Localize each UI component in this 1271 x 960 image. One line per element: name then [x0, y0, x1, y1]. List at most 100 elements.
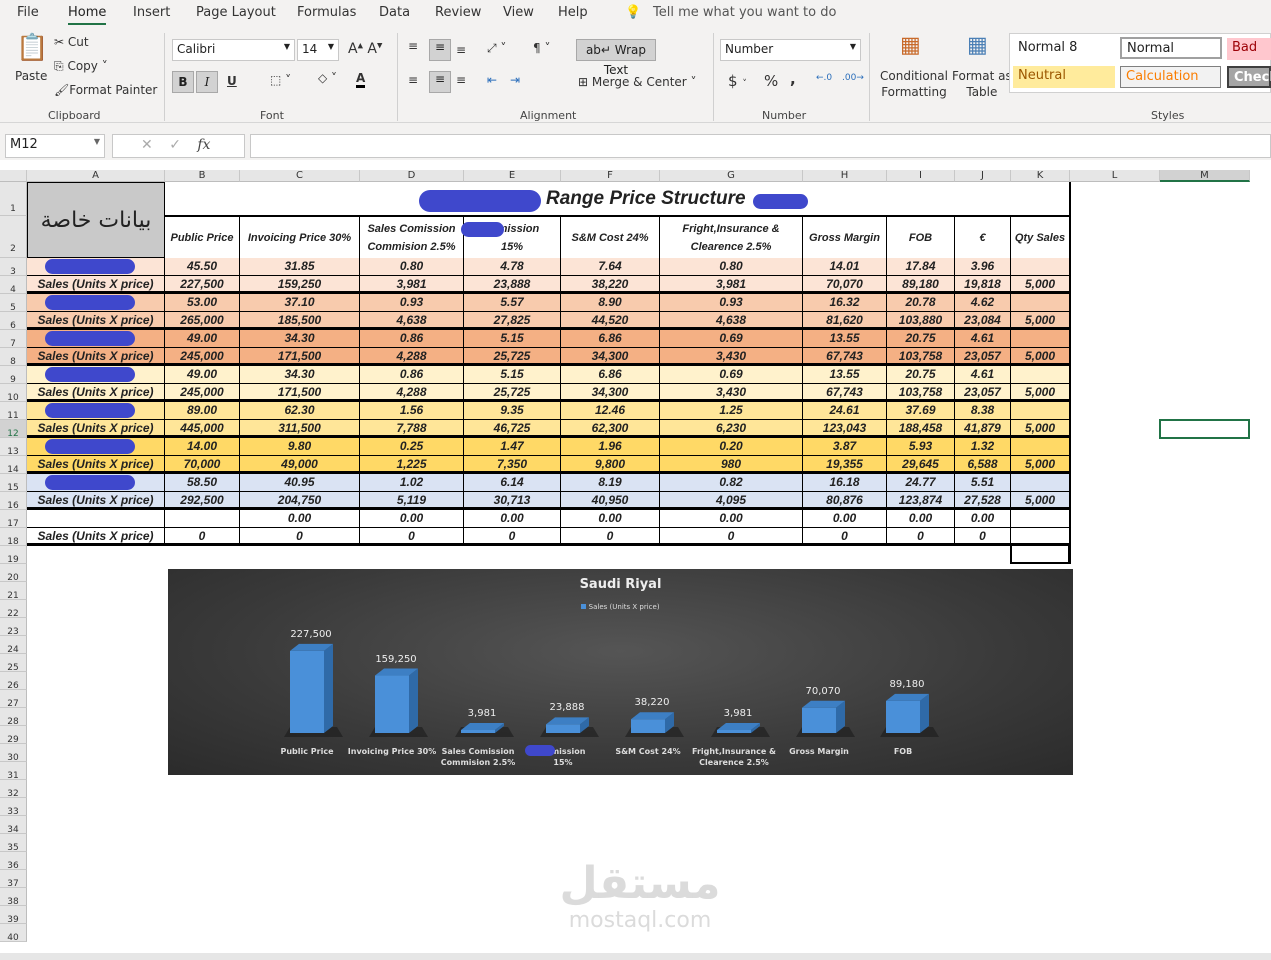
text-direction-icon[interactable]: ¶ ˅ — [533, 41, 551, 55]
table-cell[interactable]: 27,825 — [464, 312, 561, 330]
table-cell[interactable]: 9.80 — [240, 438, 360, 456]
row-header-9[interactable]: 9 — [0, 366, 27, 385]
table-cell[interactable] — [1011, 258, 1070, 276]
table-cell[interactable]: 0.80 — [660, 258, 803, 276]
table-cell[interactable]: 0.82 — [660, 474, 803, 492]
table-cell[interactable]: 40.95 — [240, 474, 360, 492]
bar-7[interactable] — [880, 693, 939, 737]
table-cell[interactable]: 265,000 — [165, 312, 240, 330]
table-cell[interactable]: 0 — [561, 528, 660, 546]
selected-cell-m12[interactable] — [1159, 419, 1250, 439]
row-header-29[interactable]: 29 — [0, 726, 27, 745]
row-label[interactable]: Sales (Units X price) — [27, 456, 165, 474]
horizontal-scrollbar[interactable] — [0, 953, 1271, 960]
table-cell[interactable]: 62,300 — [561, 420, 660, 438]
table-cell[interactable]: 1.96 — [561, 438, 660, 456]
table-cell[interactable]: 0.00 — [887, 510, 955, 528]
table-cell[interactable]: 34,300 — [561, 384, 660, 402]
table-cell[interactable]: 20.75 — [887, 330, 955, 348]
select-all-corner[interactable] — [0, 170, 27, 182]
table-cell[interactable]: 38,220 — [561, 276, 660, 294]
product-name-redacted[interactable] — [27, 474, 165, 492]
underline-button[interactable]: U — [227, 74, 237, 88]
align-center-icon[interactable]: ≡ — [429, 71, 451, 93]
cell-k19[interactable] — [1010, 546, 1070, 564]
row-label[interactable]: Sales (Units X price) — [27, 312, 165, 330]
row-header-27[interactable]: 27 — [0, 690, 27, 709]
table-cell[interactable]: 31.85 — [240, 258, 360, 276]
fill-color-icon[interactable]: ◇ ˅ — [318, 71, 338, 85]
row-label[interactable]: Sales (Units X price) — [27, 528, 165, 546]
merge-center-button[interactable]: ⊞ Merge & Center ˅ — [578, 75, 697, 89]
table-cell[interactable]: 46,725 — [464, 420, 561, 438]
cut-button[interactable]: ✂ Cut — [54, 35, 89, 49]
table-cell[interactable]: 89,180 — [887, 276, 955, 294]
table-cell[interactable]: 123,874 — [887, 492, 955, 510]
table-cell[interactable]: 70,000 — [165, 456, 240, 474]
table-cell[interactable]: 0.93 — [660, 294, 803, 312]
row-header-5[interactable]: 5 — [0, 294, 27, 313]
row-header-33[interactable]: 33 — [0, 798, 27, 817]
row-header-4[interactable]: 4 — [0, 276, 27, 295]
row-header-8[interactable]: 8 — [0, 348, 27, 367]
table-cell[interactable]: 4,638 — [360, 312, 464, 330]
row-header-2[interactable]: 2 — [0, 216, 27, 258]
table-cell[interactable] — [1011, 330, 1070, 348]
table-cell[interactable] — [1011, 294, 1070, 312]
column-header-F[interactable]: F — [561, 170, 660, 182]
table-cell[interactable]: 29,645 — [887, 456, 955, 474]
row-header-32[interactable]: 32 — [0, 780, 27, 799]
table-cell[interactable]: 3.96 — [955, 258, 1011, 276]
bar-1[interactable] — [369, 668, 428, 737]
table-cell[interactable]: 0.00 — [660, 510, 803, 528]
bar-chart[interactable]: Saudi Riyal Sales (Units X price) 227,50… — [168, 569, 1073, 775]
row-header-12[interactable]: 12 — [0, 420, 27, 439]
table-cell[interactable]: 171,500 — [240, 348, 360, 366]
row-header-7[interactable]: 7 — [0, 330, 27, 349]
table-cell[interactable]: 4,288 — [360, 348, 464, 366]
table-cell[interactable]: 3,430 — [660, 348, 803, 366]
bar-5[interactable] — [711, 723, 770, 737]
table-cell[interactable]: 80,876 — [803, 492, 887, 510]
table-cell[interactable]: 37.69 — [887, 402, 955, 420]
table-cell[interactable]: 445,000 — [165, 420, 240, 438]
tab-insert[interactable]: Insert — [133, 5, 171, 20]
table-cell[interactable]: 245,000 — [165, 348, 240, 366]
bar-6[interactable] — [796, 700, 855, 737]
column-header-A[interactable]: A — [27, 170, 165, 182]
row-header-20[interactable]: 20 — [0, 564, 27, 583]
style-check[interactable]: Check — [1227, 66, 1271, 88]
table-cell[interactable]: 34,300 — [561, 348, 660, 366]
row-header-11[interactable]: 11 — [0, 402, 27, 421]
grow-font-icon[interactable]: A▲ A▼ — [348, 41, 383, 57]
tab-data[interactable]: Data — [379, 5, 411, 20]
table-cell[interactable]: 123,043 — [803, 420, 887, 438]
column-header-B[interactable]: B — [165, 170, 240, 182]
product-name-redacted[interactable] — [27, 366, 165, 384]
row-header-35[interactable]: 35 — [0, 834, 27, 853]
table-cell[interactable]: 6.14 — [464, 474, 561, 492]
column-header-L[interactable]: L — [1070, 170, 1160, 182]
table-cell[interactable]: 62.30 — [240, 402, 360, 420]
row-header-31[interactable]: 31 — [0, 762, 27, 781]
table-cell[interactable]: 4.61 — [955, 366, 1011, 384]
tab-home[interactable]: Home — [68, 5, 107, 26]
align-left-icon[interactable]: ≡ — [408, 73, 419, 87]
table-cell[interactable]: 103,880 — [887, 312, 955, 330]
product-name-redacted[interactable] — [27, 294, 165, 312]
table-cell[interactable]: 8.19 — [561, 474, 660, 492]
table-cell[interactable]: 7,350 — [464, 456, 561, 474]
table-cell[interactable]: 37.10 — [240, 294, 360, 312]
table-cell[interactable]: 5.51 — [955, 474, 1011, 492]
font-size-select[interactable]: 14 ▼ — [297, 39, 339, 61]
table-cell[interactable]: 30,713 — [464, 492, 561, 510]
table-cell[interactable]: 13.55 — [803, 330, 887, 348]
table-cell[interactable]: 0.00 — [240, 510, 360, 528]
bold-button[interactable]: B — [172, 71, 194, 93]
column-header-E[interactable]: E — [464, 170, 561, 182]
column-header-M[interactable]: M — [1160, 170, 1250, 182]
table-cell[interactable]: 25,725 — [464, 384, 561, 402]
table-cell[interactable]: 3,981 — [360, 276, 464, 294]
decrease-decimal-icon[interactable]: .00→ — [842, 73, 864, 83]
table-cell[interactable]: 40,950 — [561, 492, 660, 510]
